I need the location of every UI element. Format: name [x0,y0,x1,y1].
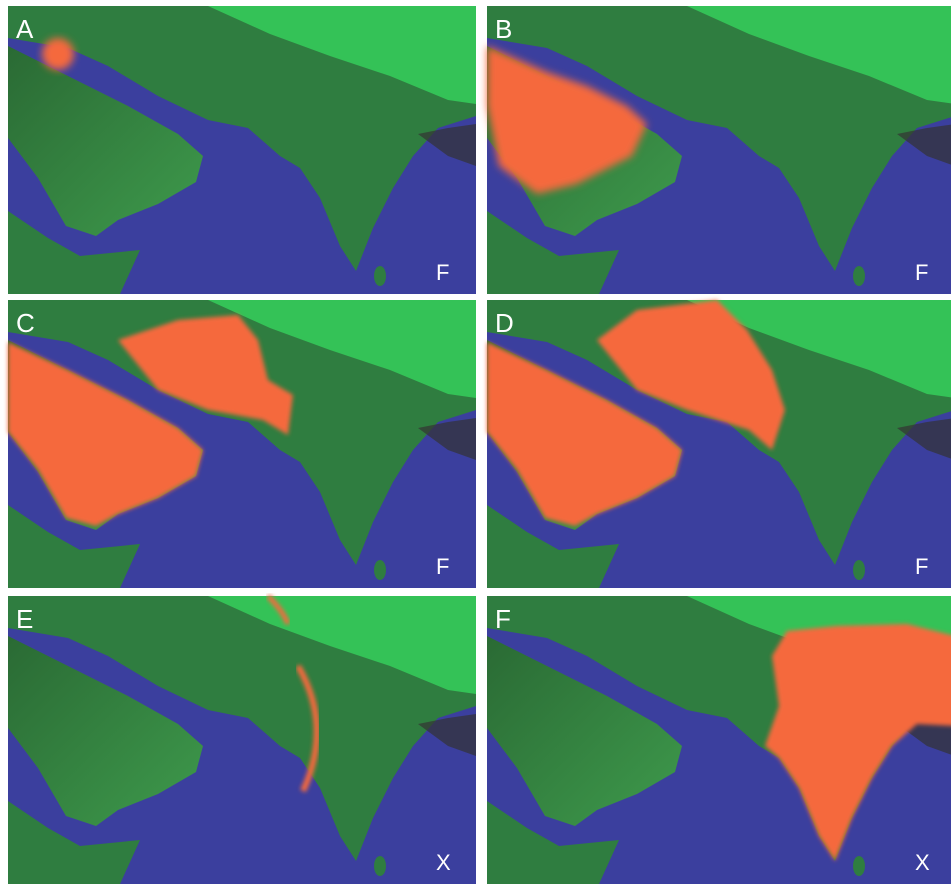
map-panel: EX [8,596,476,884]
map-panel: BF [487,6,951,294]
base-map [8,596,476,884]
panel-letter: C [16,308,35,338]
panel-corner-label: X [915,850,930,875]
spread-area [42,38,74,70]
panel-corner-label: X [436,850,451,875]
panel-letter: B [495,14,512,44]
map-panel: DF [487,300,951,588]
map-panel: CF [8,300,476,588]
panel-corner-label: F [436,260,449,285]
map-panel: FX [487,596,951,884]
panel-letter: D [495,308,514,338]
panel-corner-label: F [915,554,928,579]
panel-letter: A [16,14,34,44]
map-panel: AF [8,6,476,294]
figure: AFBFCFDFEXFX [0,0,951,886]
base-map [8,6,476,294]
panel-letter: E [16,604,33,634]
panel-letter: F [495,604,511,634]
panel-corner-label: F [436,554,449,579]
panel-corner-label: F [915,260,928,285]
